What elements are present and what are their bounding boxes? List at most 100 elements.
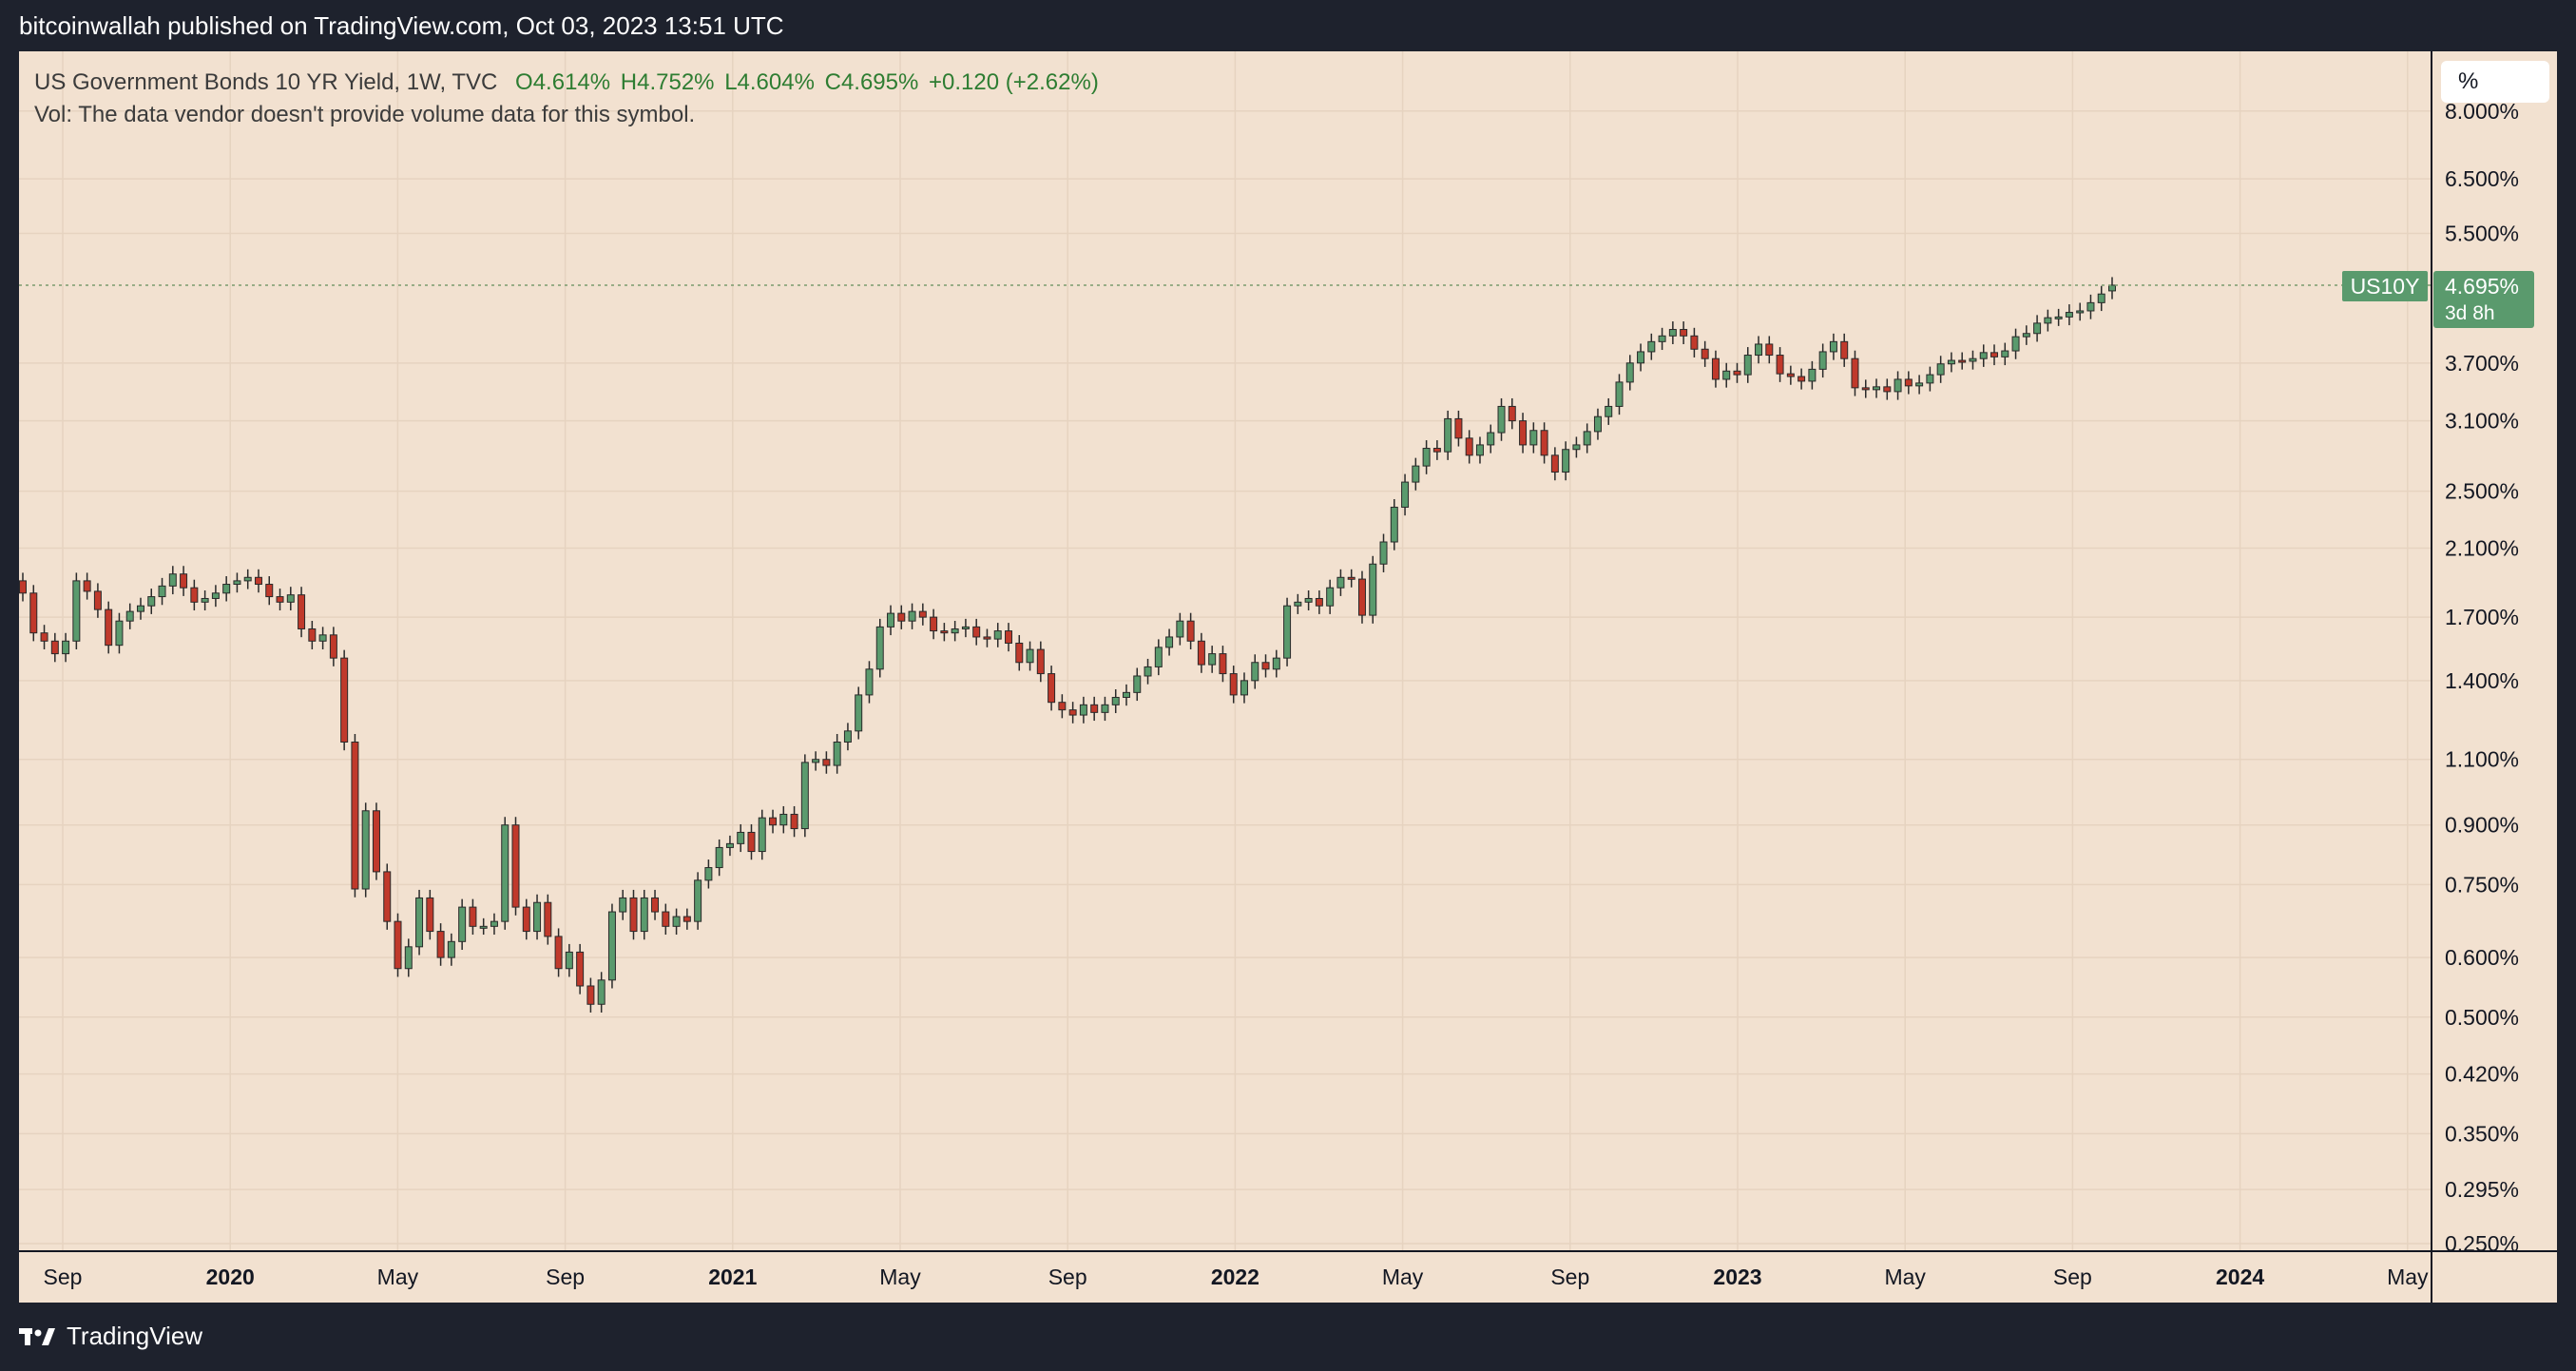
- candle-body: [672, 916, 681, 927]
- candle-body: [1186, 620, 1195, 642]
- price-tag: [2433, 270, 2534, 328]
- x-tick-label: May: [377, 1265, 419, 1289]
- candle-body: [586, 985, 595, 1005]
- chart-area[interactable]: [19, 51, 2557, 1303]
- candle-body: [1851, 357, 1859, 389]
- y-tick-label: 0.900%: [2445, 813, 2519, 838]
- candle-body: [1015, 642, 1024, 664]
- candle-body: [1401, 481, 1410, 508]
- candle-body: [1658, 335, 1666, 342]
- candle-body: [105, 608, 113, 647]
- candle-body: [1765, 343, 1774, 357]
- candle-body: [19, 580, 27, 594]
- candle-body: [2044, 317, 2052, 324]
- candle-body: [800, 762, 809, 830]
- candle-body: [725, 842, 734, 848]
- candle-body: [1529, 430, 1538, 446]
- candle-body: [1647, 340, 1656, 353]
- candle-body: [662, 911, 670, 927]
- candle-body: [1272, 657, 1280, 670]
- candle-body: [201, 597, 209, 603]
- candle-body: [1894, 378, 1902, 393]
- candle-body: [1562, 449, 1570, 473]
- change-value: +0.120 (+2.62%): [929, 69, 1099, 95]
- candle-body: [265, 584, 274, 598]
- candle-body: [1487, 432, 1495, 446]
- candle-body: [329, 634, 337, 659]
- candle-body: [62, 640, 70, 655]
- x-tick-label: 2022: [1211, 1265, 1259, 1289]
- candle-body: [1936, 363, 1945, 376]
- candle-body: [1369, 563, 1377, 616]
- candle-body: [1465, 437, 1473, 456]
- candle-body: [640, 897, 648, 933]
- candle-body: [1808, 368, 1817, 382]
- candle-body: [2108, 284, 2116, 292]
- candle-body: [2065, 312, 2073, 318]
- x-tick-label: 2023: [1713, 1265, 1761, 1289]
- candle-body: [737, 831, 745, 844]
- symbol-tag: [2342, 270, 2428, 301]
- candle-body: [1240, 680, 1248, 696]
- y-tick-label: 1.100%: [2445, 747, 2519, 772]
- candle-body: [72, 580, 81, 642]
- candle-body: [1444, 417, 1452, 453]
- candle-body: [758, 817, 766, 853]
- y-tick-label: 8.000%: [2445, 99, 2519, 124]
- candle-body: [1969, 357, 1977, 362]
- candle-body: [1357, 578, 1366, 616]
- tradingview-logo[interactable]: TradingView: [19, 1322, 202, 1351]
- candle-body: [1497, 405, 1506, 434]
- candle-body: [1165, 636, 1174, 648]
- open-value: O4.614%: [515, 69, 611, 95]
- candle-body: [254, 576, 262, 586]
- candle-body: [372, 810, 380, 873]
- candle-body: [190, 587, 199, 603]
- candle-body: [404, 946, 413, 970]
- candle-body: [1550, 454, 1559, 473]
- candle-body: [1947, 359, 1955, 365]
- candle-body: [1454, 417, 1463, 439]
- candle-body: [1883, 386, 1892, 393]
- candle-body: [490, 920, 498, 927]
- candle-body: [50, 640, 59, 655]
- candle-body: [1915, 382, 1924, 387]
- candle-body: [694, 879, 702, 922]
- candle-body: [715, 846, 723, 869]
- candle-body: [501, 824, 509, 922]
- candle-body: [1593, 415, 1602, 433]
- x-tick-label: Sep: [2053, 1265, 2092, 1289]
- y-tick-label: 0.295%: [2445, 1177, 2519, 1202]
- candle-body: [993, 630, 1002, 640]
- candle-body: [1701, 348, 1709, 359]
- candle-body: [1154, 647, 1163, 667]
- candle-body: [629, 897, 638, 933]
- candle-body: [1336, 576, 1345, 589]
- candle-body: [812, 759, 820, 763]
- candle-body: [1786, 373, 1795, 377]
- candle-body: [908, 610, 916, 622]
- candle-body: [1261, 662, 1270, 670]
- candle-body: [1079, 704, 1087, 716]
- candle-body: [383, 871, 392, 922]
- candle-body: [511, 824, 520, 908]
- candle-body: [918, 610, 927, 618]
- candle-body: [1861, 387, 1870, 391]
- x-tick-label: 2021: [708, 1265, 757, 1289]
- candle-body: [682, 916, 691, 922]
- candle-body: [940, 630, 949, 634]
- candle-body: [533, 901, 542, 933]
- candle-body: [351, 741, 359, 890]
- percent-scale-button[interactable]: %: [2441, 61, 2549, 103]
- price-tag-value: 4.695%: [2445, 274, 2519, 299]
- candle-body: [1197, 640, 1205, 666]
- low-value: L4.604%: [724, 69, 815, 95]
- candle-body: [619, 897, 627, 913]
- candle-body: [276, 596, 284, 603]
- candle-body: [961, 626, 970, 629]
- candle-body: [1605, 405, 1613, 417]
- candle-body: [1347, 576, 1355, 580]
- candle-body: [125, 610, 134, 622]
- candle-body: [1829, 340, 1837, 353]
